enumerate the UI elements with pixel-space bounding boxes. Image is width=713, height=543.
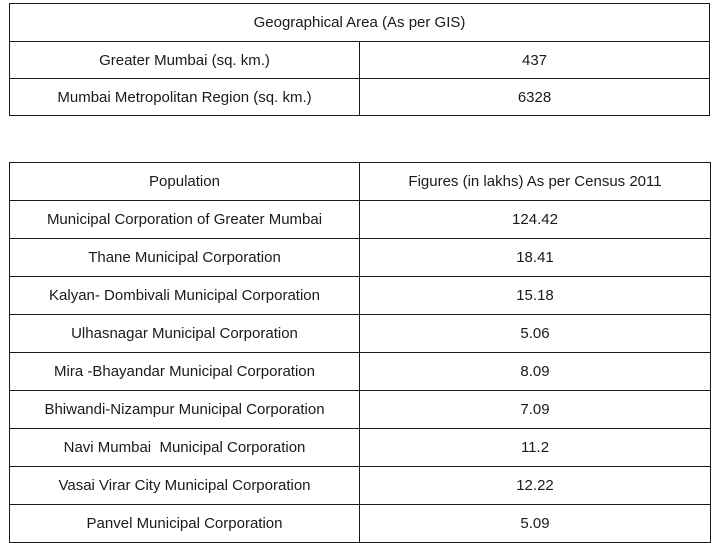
table-row: Vasai Virar City Municipal Corporation 1…	[9, 466, 711, 505]
table-row: Navi Mumbai Municipal Corporation 11.2	[9, 428, 711, 467]
row-value: 8.09	[359, 352, 711, 391]
row-value: 15.18	[359, 276, 711, 315]
row-value: 5.06	[359, 314, 711, 353]
row-label: Kalyan- Dombivali Municipal Corporation	[9, 276, 360, 315]
table-row: Mumbai Metropolitan Region (sq. km.) 632…	[9, 78, 710, 116]
table-header-row: Population Figures (in lakhs) As per Cen…	[9, 162, 711, 201]
row-value: 11.2	[359, 428, 711, 467]
row-value: 7.09	[359, 390, 711, 429]
row-label: Greater Mumbai (sq. km.)	[9, 41, 360, 79]
row-label: Bhiwandi-Nizampur Municipal Corporation	[9, 390, 360, 429]
row-label: Navi Mumbai Municipal Corporation	[9, 428, 360, 467]
row-label: Municipal Corporation of Greater Mumbai	[9, 200, 360, 239]
row-label: Panvel Municipal Corporation	[9, 504, 360, 543]
column-header-figures: Figures (in lakhs) As per Census 2011	[359, 162, 711, 201]
table-row: Bhiwandi-Nizampur Municipal Corporation …	[9, 390, 711, 429]
row-label: Vasai Virar City Municipal Corporation	[9, 466, 360, 505]
row-label: Mumbai Metropolitan Region (sq. km.)	[9, 78, 360, 116]
row-value: 12.22	[359, 466, 711, 505]
population-table: Population Figures (in lakhs) As per Cen…	[9, 162, 711, 543]
row-label: Mira -Bhayandar Municipal Corporation	[9, 352, 360, 391]
row-label: Ulhasnagar Municipal Corporation	[9, 314, 360, 353]
table-row: Thane Municipal Corporation 18.41	[9, 238, 711, 277]
table-row: Mira -Bhayandar Municipal Corporation 8.…	[9, 352, 711, 391]
column-header-population: Population	[9, 162, 360, 201]
table-row: Panvel Municipal Corporation 5.09	[9, 504, 711, 543]
row-label: Thane Municipal Corporation	[9, 238, 360, 277]
table-row: Kalyan- Dombivali Municipal Corporation …	[9, 276, 711, 315]
row-value: 437	[359, 41, 710, 79]
row-value: 5.09	[359, 504, 711, 543]
geographical-area-title: Geographical Area (As per GIS)	[9, 3, 710, 42]
table-row: Greater Mumbai (sq. km.) 437	[9, 41, 710, 79]
table-row: Municipal Corporation of Greater Mumbai …	[9, 200, 711, 239]
table-row: Ulhasnagar Municipal Corporation 5.06	[9, 314, 711, 353]
row-value: 124.42	[359, 200, 711, 239]
row-value: 18.41	[359, 238, 711, 277]
table-title-row: Geographical Area (As per GIS)	[9, 3, 710, 42]
row-value: 6328	[359, 78, 710, 116]
geographical-area-table: Geographical Area (As per GIS) Greater M…	[9, 3, 710, 116]
